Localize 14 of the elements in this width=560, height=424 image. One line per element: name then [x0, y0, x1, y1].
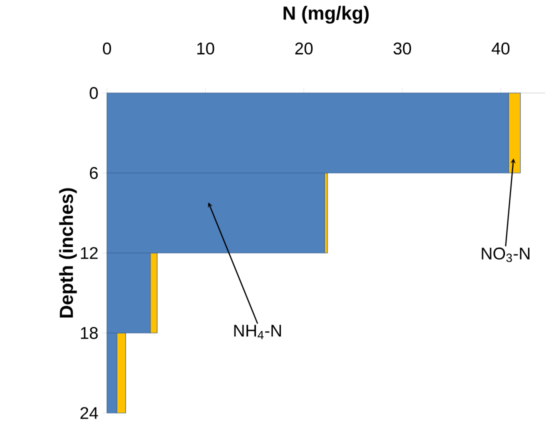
- annotation: NO$_{3}$-N: [482, 248, 530, 262]
- annotation: NH$_{4}$-N: [234, 324, 281, 340]
- y-axis-title: Depth (inches): [59, 188, 77, 318]
- x-tick-label: 10: [197, 42, 214, 54]
- x-axis-title: N (mg/kg): [284, 6, 369, 24]
- x-tick-label: 0: [102, 42, 112, 54]
- y-tick-label: 12: [80, 247, 98, 259]
- x-tick-label: 40: [492, 42, 510, 54]
- x-tick-label: 20: [295, 42, 313, 54]
- y-tick-label: 24: [80, 407, 98, 419]
- y-tick-label: 0: [90, 87, 98, 99]
- x-tick-label: 30: [394, 42, 412, 54]
- y-tick-label: 18: [80, 327, 98, 340]
- y-tick-label: 6: [90, 167, 98, 180]
